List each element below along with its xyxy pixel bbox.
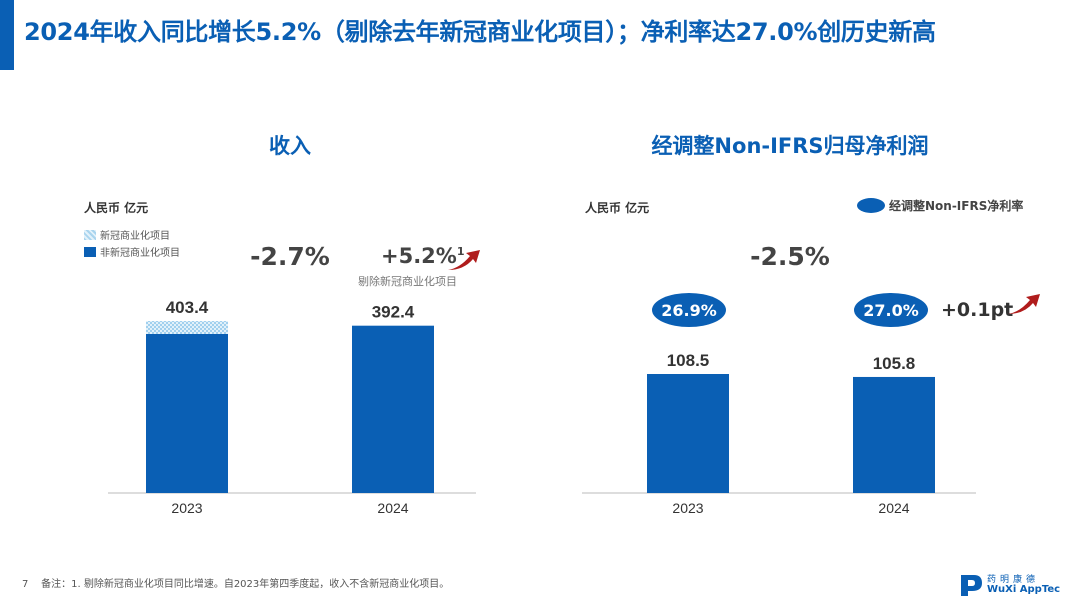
revenue-unit-label: 人民币 亿元	[84, 201, 149, 215]
logo: 药明康德 WuXi AppTec	[958, 572, 1060, 598]
bar-2024-noncovid	[352, 325, 434, 493]
x-tick-2024: 2024	[377, 500, 408, 516]
bar-2023-noncovid	[146, 333, 228, 493]
margin-badge-2024: 27.0%	[854, 293, 928, 327]
bar-2023-covid	[146, 321, 228, 334]
title-accent-bar	[0, 0, 14, 70]
page-number: 7	[22, 579, 29, 590]
adj-growth-value: +5.2%	[381, 244, 457, 268]
profit-unit-label: 人民币 亿元	[585, 201, 650, 215]
x-tick-2023: 2023	[171, 500, 202, 516]
legend-label-margin: 经调整Non-IFRS净利率	[889, 199, 1024, 213]
footnote: 备注：1. 剔除新冠商业化项目同比增速。自2023年第四季度起，收入不含新冠商业…	[41, 579, 450, 590]
data-label-2024: 392.4	[372, 303, 415, 322]
footer: 7 备注：1. 剔除新冠商业化项目同比增速。自2023年第四季度起，收入不含新冠…	[22, 575, 449, 590]
up-arrow-icon	[1008, 294, 1040, 314]
legend-label-covid: 新冠商业化项目	[100, 231, 170, 242]
logo-en: WuXi AppTec	[987, 583, 1061, 595]
legend-margin: 经调整Non-IFRS净利率	[857, 197, 1023, 214]
wuxi-logo-icon	[961, 575, 982, 596]
data-label-2024: 105.8	[873, 354, 916, 373]
x-tick-2023: 2023	[672, 500, 703, 516]
margin-badge-2023: 26.9%	[652, 293, 726, 327]
bar-2024-profit	[853, 376, 935, 493]
legend-noncovid: 非新冠商业化项目	[84, 244, 180, 259]
profit-yoy: -2.5%	[750, 242, 830, 271]
margin-change: +0.1pt	[941, 299, 1014, 321]
x-tick-2024: 2024	[878, 500, 909, 516]
legend-label-noncovid: 非新冠商业化项目	[100, 248, 180, 259]
logo-cn: 药明康德	[987, 574, 1040, 585]
page-title: 2024年收入同比增长5.2%（剔除去年新冠商业化项目）；净利率达27.0%创历…	[24, 18, 936, 46]
legend-swatch-covid	[84, 229, 96, 240]
data-label-2023: 108.5	[667, 351, 710, 370]
revenue-adj-growth: +5.2%1	[381, 244, 465, 268]
legend-covid: 新冠商业化项目	[84, 227, 170, 242]
up-arrow-icon	[448, 250, 480, 270]
revenue-adj-note: 剔除新冠商业化项目	[358, 275, 457, 288]
bar-2023-profit	[647, 374, 729, 493]
profit-chart-title: 经调整Non-IFRS归母净利润	[651, 134, 929, 158]
revenue-chart-title: 收入	[269, 134, 311, 158]
footnote-marker: 1	[456, 245, 465, 258]
data-label-2023: 403.4	[166, 298, 209, 317]
legend-ellipse-icon	[857, 198, 885, 213]
legend-swatch-noncovid	[84, 246, 96, 257]
revenue-yoy: -2.7%	[250, 242, 330, 271]
